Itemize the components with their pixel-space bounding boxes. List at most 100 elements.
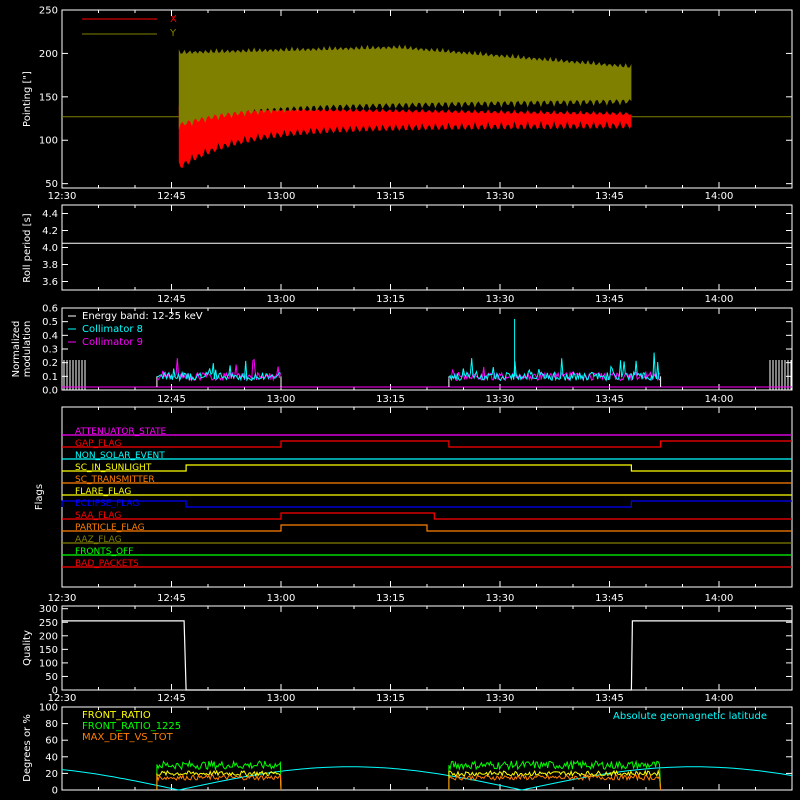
quality-ylabel: Quality bbox=[22, 630, 33, 666]
legend-max-det: MAX_DET_VS_TOT bbox=[82, 732, 174, 743]
flags-ylabel: Flags bbox=[34, 484, 45, 510]
legend-coll8-label: Collimator 8 bbox=[82, 324, 143, 335]
pointing-ytick-label: 200 bbox=[39, 49, 58, 60]
modulation-annotation: Energy band: 12-25 keV bbox=[82, 311, 203, 322]
roll-ytick-label: 4.2 bbox=[42, 226, 58, 237]
flag-line bbox=[62, 464, 792, 472]
x-tick-label: 13:00 bbox=[267, 693, 296, 704]
flag-label: AAZ_FLAG bbox=[75, 535, 122, 545]
ratios-ytick-label: 60 bbox=[45, 736, 58, 747]
quality-ytick-label: 50 bbox=[45, 672, 58, 683]
x-tick-label: 13:30 bbox=[486, 394, 515, 405]
modulation-ytick-label: 0.3 bbox=[42, 345, 58, 356]
quality-ytick-label: 200 bbox=[39, 631, 58, 642]
roll-ytick-label: 3.6 bbox=[42, 277, 58, 288]
x-tick-label: 13:15 bbox=[376, 693, 405, 704]
collimator-9-series bbox=[448, 366, 661, 382]
x-tick-label: 13:30 bbox=[486, 294, 515, 305]
roll-ylabel: Roll period [s] bbox=[22, 213, 33, 282]
quality-ytick-label: 300 bbox=[39, 604, 58, 615]
x-tick-label: 13:45 bbox=[595, 693, 624, 704]
x-tick-label: 13:00 bbox=[267, 394, 296, 405]
collimator-8-series bbox=[448, 352, 661, 382]
x-tick-label: 13:30 bbox=[486, 693, 515, 704]
x-tick-label: 12:30 bbox=[48, 593, 77, 604]
flag-line bbox=[62, 440, 792, 448]
legend-front-ratio-1225: FRONT_RATIO_1225 bbox=[82, 721, 181, 732]
modulation-ytick-label: 0.5 bbox=[42, 317, 58, 328]
flag-label: SC_IN_SUNLIGHT bbox=[75, 463, 152, 473]
geomagnetic-latitude-series bbox=[61, 766, 793, 791]
x-tick-label: 12:30 bbox=[48, 191, 77, 202]
quality-ytick-label: 250 bbox=[39, 618, 58, 629]
x-tick-label: 13:30 bbox=[486, 593, 515, 604]
x-tick-label: 13:45 bbox=[595, 593, 624, 604]
front-ratio-1225-series bbox=[156, 759, 282, 791]
flag-label: SAA_FLAG bbox=[75, 511, 121, 521]
x-tick-label: 12:45 bbox=[157, 394, 186, 405]
ratios-ytick-label: 100 bbox=[39, 703, 58, 714]
flag-label: ECLIPSE_FLAG bbox=[75, 499, 139, 509]
front-ratio-series bbox=[156, 769, 282, 791]
x-tick-label: 14:00 bbox=[705, 294, 734, 305]
quality-ytick-label: 100 bbox=[39, 658, 58, 669]
flag-label: BAD_PACKETS bbox=[75, 559, 139, 569]
x-tick-label: 12:45 bbox=[157, 593, 186, 604]
x-tick-label: 13:45 bbox=[595, 394, 624, 405]
collimator-8-series bbox=[156, 360, 281, 383]
flag-label: FLARE_FLAG bbox=[75, 487, 131, 497]
x-tick-label: 13:15 bbox=[376, 593, 405, 604]
front-ratio-1225-series bbox=[448, 759, 662, 791]
max-det-vs-tot-series bbox=[156, 773, 282, 791]
modulation-ytick-label: 0.2 bbox=[42, 358, 58, 369]
flag-label: FRONTS_OFF bbox=[75, 547, 133, 557]
flag-label: NON_SOLAR_EVENT bbox=[75, 451, 165, 461]
modulation-ylabel: Normalizedmodulation bbox=[11, 321, 33, 378]
series-y-band bbox=[178, 44, 632, 130]
flag-line bbox=[62, 524, 792, 532]
ratios-ylabel: Degrees or % bbox=[22, 714, 33, 782]
x-tick-label: 13:00 bbox=[267, 593, 296, 604]
x-tick-label: 13:45 bbox=[595, 191, 624, 202]
modulation-ytick-label: 0.6 bbox=[42, 304, 58, 315]
legend-x-label: X bbox=[170, 14, 177, 25]
x-tick-label: 13:00 bbox=[267, 294, 296, 305]
front-ratio-series bbox=[448, 769, 662, 791]
ratios-ytick-label: 80 bbox=[45, 719, 58, 730]
pointing-ytick-label: 250 bbox=[39, 6, 58, 17]
flag-line bbox=[62, 512, 792, 520]
x-tick-label: 14:00 bbox=[705, 593, 734, 604]
pointing-ytick-label: 100 bbox=[39, 136, 58, 147]
quality-line bbox=[62, 620, 792, 691]
roll-ytick-label: 4.0 bbox=[42, 243, 58, 254]
x-tick-label: 13:30 bbox=[486, 191, 515, 202]
x-tick-label: 14:00 bbox=[705, 693, 734, 704]
x-tick-label: 13:15 bbox=[376, 191, 405, 202]
ratios-ytick-label: 0 bbox=[52, 786, 58, 797]
flag-label: SC_TRANSMITTER bbox=[75, 475, 155, 485]
x-tick-label: 12:45 bbox=[157, 693, 186, 704]
modulation-ytick-label: 0.4 bbox=[42, 331, 58, 342]
x-tick-label: 13:15 bbox=[376, 294, 405, 305]
quality-ytick-label: 0 bbox=[52, 686, 58, 697]
flag-label: ATTENUATOR_STATE bbox=[75, 427, 167, 437]
modulation-ytick-label: 0.1 bbox=[42, 372, 58, 383]
modulation-ytick-label: 0.0 bbox=[42, 386, 58, 397]
pointing-ytick-label: 50 bbox=[45, 179, 58, 190]
quality-ytick-label: 150 bbox=[39, 645, 58, 656]
x-tick-label: 12:30 bbox=[48, 693, 77, 704]
ratios-ytick-label: 40 bbox=[45, 752, 58, 763]
x-tick-label: 13:45 bbox=[595, 294, 624, 305]
roll-ytick-label: 4.4 bbox=[42, 209, 58, 220]
max-det-vs-tot-series bbox=[448, 773, 662, 791]
x-tick-label: 13:00 bbox=[267, 191, 296, 202]
x-tick-label: 14:00 bbox=[705, 191, 734, 202]
pointing-ylabel: Pointing ["] bbox=[22, 71, 33, 127]
flag-label: GAP_FLAG bbox=[75, 439, 121, 449]
roll-ytick-label: 3.8 bbox=[42, 260, 58, 271]
ratios-ytick-label: 20 bbox=[45, 769, 58, 780]
flag-line bbox=[61, 500, 792, 508]
flag-label: PARTICLE_FLAG bbox=[75, 523, 145, 533]
legend-geomag-lat: Absolute geomagnetic latitude bbox=[613, 711, 767, 722]
